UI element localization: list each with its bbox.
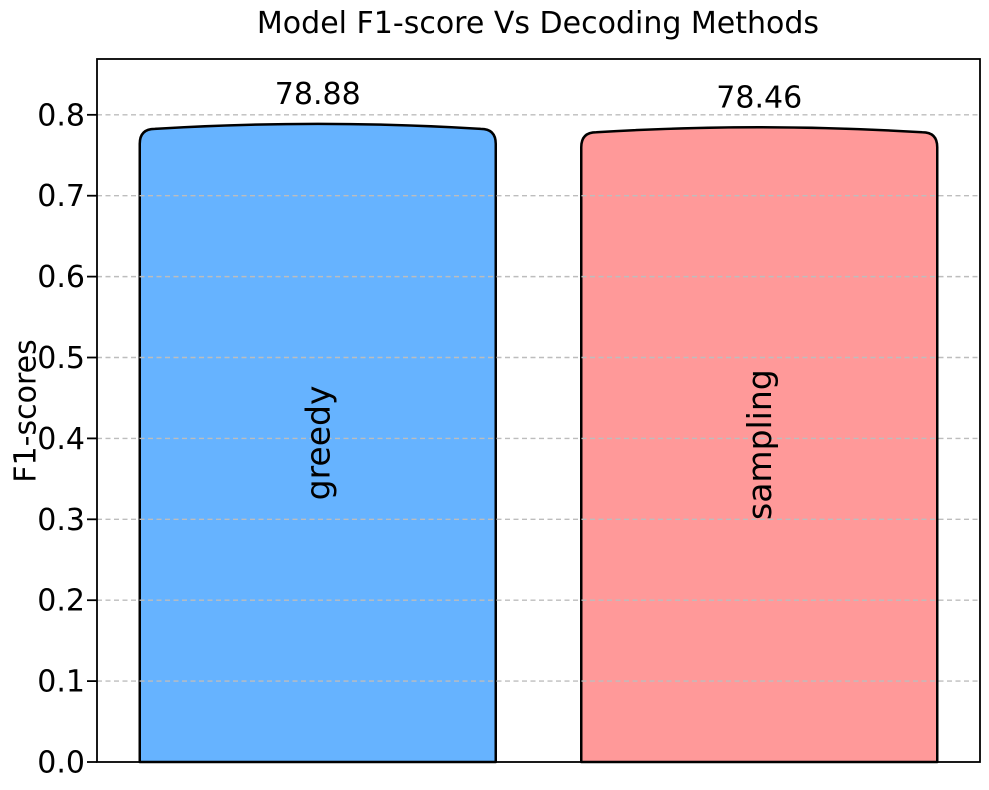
y-tick-label: 0.1 bbox=[37, 665, 85, 700]
chart-title: Model F1-score Vs Decoding Methods bbox=[257, 6, 819, 41]
y-tick-label: 0.2 bbox=[37, 584, 85, 619]
y-tick-label: 0.8 bbox=[37, 98, 85, 133]
bars-layer bbox=[138, 122, 939, 764]
bar-value-label: 78.46 bbox=[716, 80, 802, 115]
bar-sampling bbox=[580, 126, 939, 764]
y-tick-label: 0.7 bbox=[37, 179, 85, 214]
y-tick-label: 0.6 bbox=[37, 260, 85, 295]
plot-border bbox=[96, 58, 981, 763]
bar-value-label: 78.88 bbox=[275, 77, 361, 112]
labels-layer: 0.0 0.1 0.2 0.3 0.4 0.5 0.6 0.7 0.8 greedy 78.88 sa… bbox=[37, 77, 802, 781]
bar-category-label: greedy bbox=[298, 386, 337, 501]
y-tick-label: 0.5 bbox=[37, 341, 85, 376]
y-tick-label: 0.0 bbox=[37, 746, 85, 781]
y-tick-label: 0.4 bbox=[37, 422, 85, 457]
y-tick-label: 0.3 bbox=[37, 503, 85, 538]
bar-category-label: sampling bbox=[740, 369, 779, 520]
y-axis-title: F1-scores bbox=[9, 339, 44, 482]
axes-layer bbox=[87, 58, 981, 763]
gridlines-layer bbox=[97, 114, 980, 682]
bar-greedy bbox=[138, 122, 497, 764]
